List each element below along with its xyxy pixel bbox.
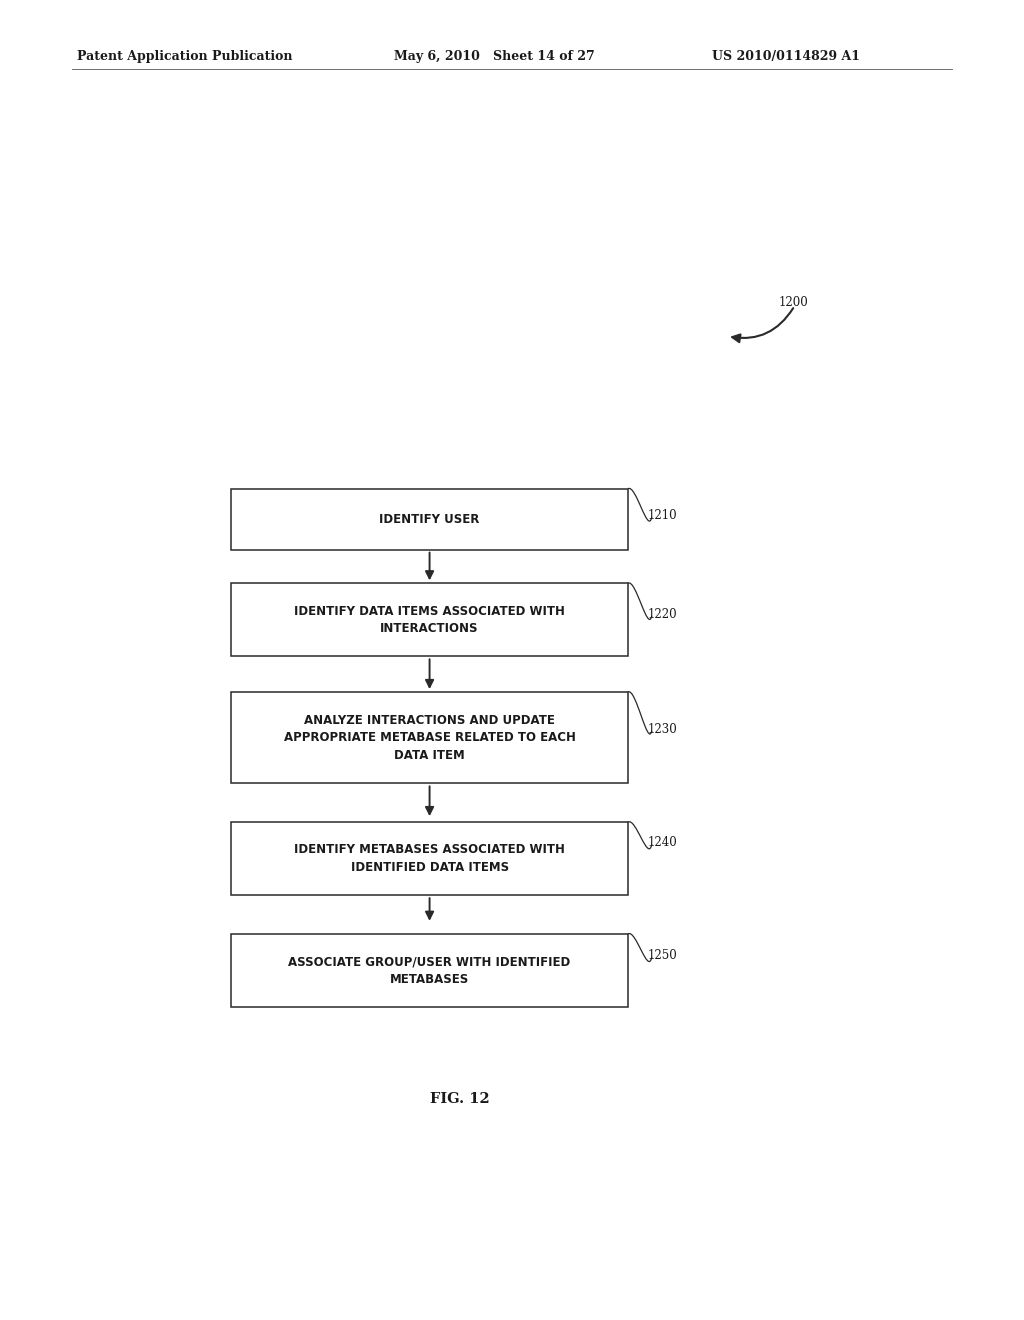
- Text: 1250: 1250: [648, 949, 678, 962]
- FancyBboxPatch shape: [231, 692, 628, 784]
- FancyBboxPatch shape: [231, 583, 628, 656]
- Text: 1230: 1230: [648, 722, 678, 735]
- Text: IDENTIFY DATA ITEMS ASSOCIATED WITH
INTERACTIONS: IDENTIFY DATA ITEMS ASSOCIATED WITH INTE…: [294, 605, 565, 635]
- Text: ANALYZE INTERACTIONS AND UPDATE
APPROPRIATE METABASE RELATED TO EACH
DATA ITEM: ANALYZE INTERACTIONS AND UPDATE APPROPRI…: [284, 714, 575, 762]
- Text: May 6, 2010   Sheet 14 of 27: May 6, 2010 Sheet 14 of 27: [394, 50, 595, 63]
- FancyBboxPatch shape: [231, 488, 628, 549]
- Text: 1210: 1210: [648, 510, 678, 521]
- Text: Patent Application Publication: Patent Application Publication: [77, 50, 292, 63]
- FancyBboxPatch shape: [231, 935, 628, 1007]
- Text: FIG. 12: FIG. 12: [430, 1092, 489, 1106]
- Text: US 2010/0114829 A1: US 2010/0114829 A1: [712, 50, 860, 63]
- Text: 1240: 1240: [648, 837, 678, 849]
- Text: ASSOCIATE GROUP/USER WITH IDENTIFIED
METABASES: ASSOCIATE GROUP/USER WITH IDENTIFIED MET…: [289, 956, 570, 986]
- Text: 1220: 1220: [648, 607, 678, 620]
- Text: IDENTIFY METABASES ASSOCIATED WITH
IDENTIFIED DATA ITEMS: IDENTIFY METABASES ASSOCIATED WITH IDENT…: [294, 843, 565, 874]
- Text: 1200: 1200: [778, 296, 809, 309]
- FancyBboxPatch shape: [231, 822, 628, 895]
- Text: IDENTIFY USER: IDENTIFY USER: [379, 512, 480, 525]
